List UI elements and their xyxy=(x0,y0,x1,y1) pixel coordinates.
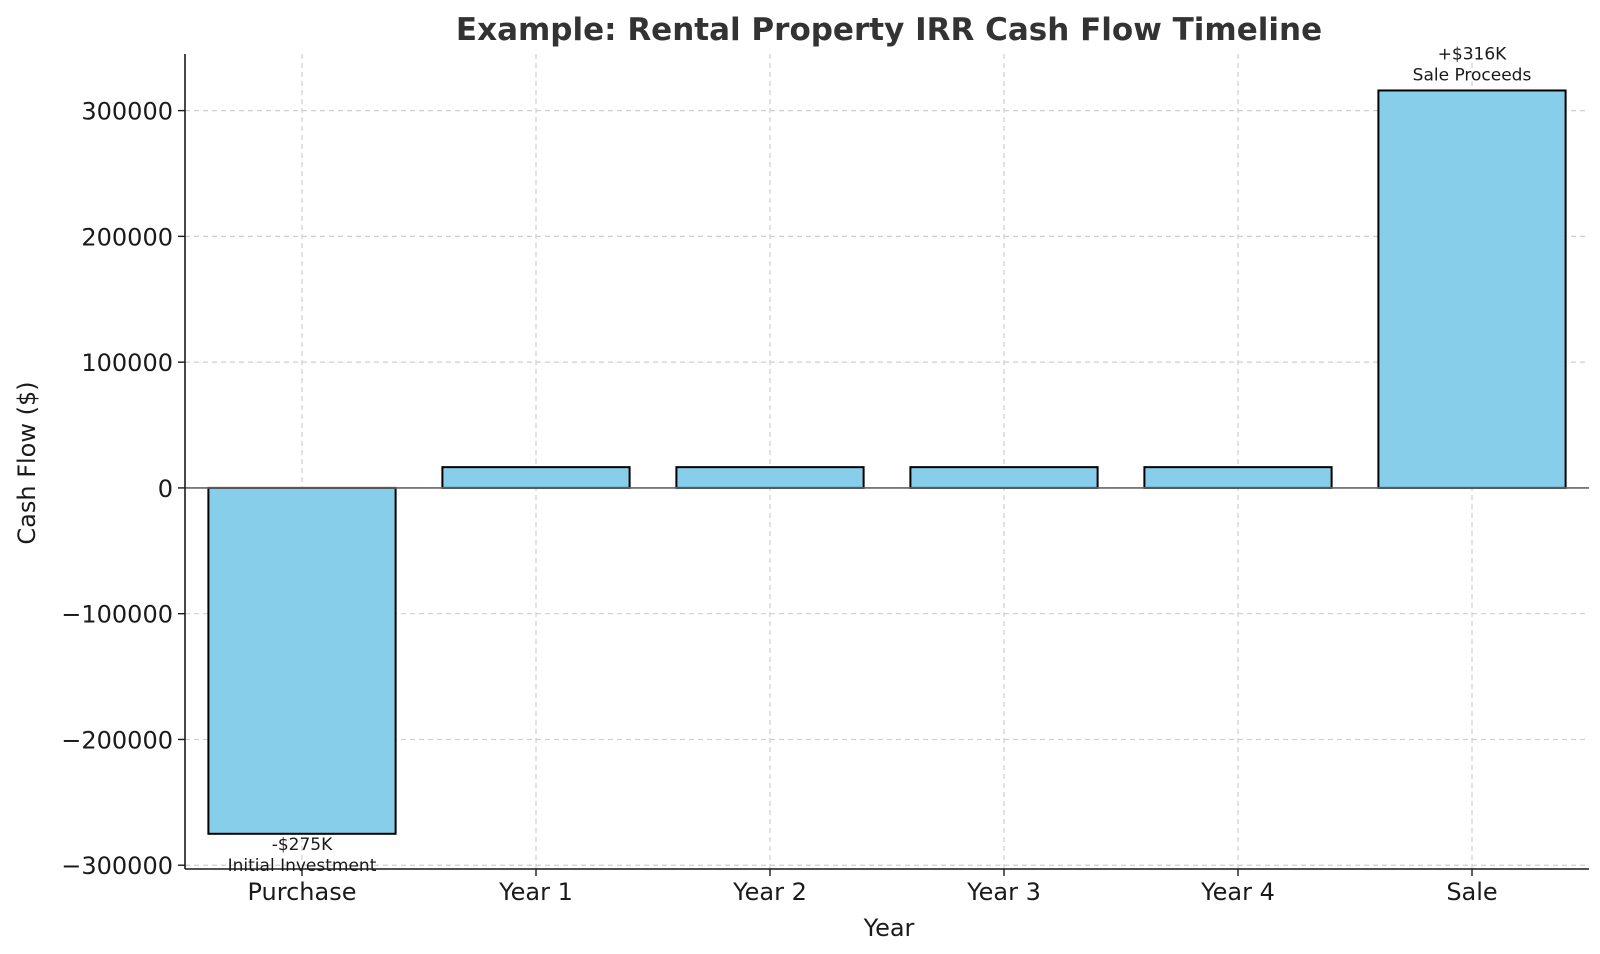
bar-annotation: Sale Proceeds xyxy=(1413,65,1532,85)
y-axis-label: Cash Flow ($) xyxy=(13,381,41,544)
x-tick-label: Year 3 xyxy=(966,878,1041,906)
y-tick-label: −100000 xyxy=(61,601,173,629)
y-tick-label: 300000 xyxy=(81,98,173,126)
chart-title: Example: Rental Property IRR Cash Flow T… xyxy=(456,12,1322,48)
bar-sale xyxy=(1377,89,1567,489)
bar-purchase xyxy=(207,486,397,835)
bar-annotation: +$316K xyxy=(1438,44,1508,64)
labels-layer: −300000 −200000 −100000 0 100000 200000 300000… xyxy=(61,44,1531,906)
bar-year-2 xyxy=(675,466,865,489)
x-tick-label: Sale xyxy=(1446,878,1497,906)
x-tick-label: Year 2 xyxy=(732,878,807,906)
y-tick-label: 100000 xyxy=(81,349,173,377)
y-tick-label: 200000 xyxy=(81,223,173,251)
y-tick-label: 0 xyxy=(158,475,173,503)
y-tick-label: −200000 xyxy=(61,726,173,754)
bar-annotation: -$275K xyxy=(272,835,333,855)
bar-year-1 xyxy=(441,466,631,489)
bar-annotation: Initial Investment xyxy=(228,856,377,876)
y-tick-label: −300000 xyxy=(61,852,173,880)
x-axis-label: Year xyxy=(863,914,915,942)
x-tick-label: Year 1 xyxy=(498,878,573,906)
bar-year-3 xyxy=(909,466,1099,489)
bars-layer xyxy=(207,89,1567,835)
bar-year-4 xyxy=(1143,466,1333,489)
axes-layer xyxy=(178,54,1589,876)
x-tick-label: Year 4 xyxy=(1200,878,1275,906)
x-tick-label: Purchase xyxy=(248,878,357,906)
